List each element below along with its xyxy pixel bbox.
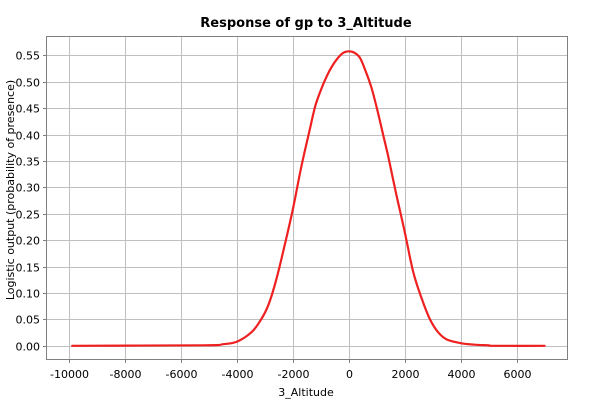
- x-tick-label: 0: [346, 368, 353, 381]
- x-tick-label: -10000: [50, 368, 89, 381]
- y-tick-label: 0.25: [16, 209, 41, 222]
- x-tick-label: -8000: [110, 368, 142, 381]
- y-tick-label: 0.35: [16, 156, 41, 169]
- x-axis-label: 3_Altitude: [278, 386, 334, 399]
- y-tick-label: 0.55: [16, 50, 41, 63]
- x-tick-label: 4000: [448, 368, 476, 381]
- series-layer: [71, 50, 546, 347]
- response-curve-line: [71, 50, 546, 347]
- x-tick-label: 2000: [392, 368, 420, 381]
- plot-area: [46, 36, 568, 360]
- grid-lines: [47, 37, 567, 359]
- y-tick-label: 0.20: [16, 235, 41, 248]
- axis-ticks: -10000 -8000 -6000 -4000 -2000 0 2000 4000 6000 0…: [16, 50, 532, 382]
- y-tick-label: 0.05: [16, 314, 41, 327]
- y-tick-label: 0.30: [16, 182, 41, 195]
- y-tick-label: 0.40: [16, 130, 41, 143]
- y-tick-label: 0.00: [16, 341, 41, 354]
- x-tick-label: 6000: [504, 368, 532, 381]
- x-tick-label: -2000: [278, 368, 310, 381]
- chart-title: Response of gp to 3_Altitude: [200, 16, 412, 31]
- y-axis-label: Logistic output (probability of presence…: [4, 80, 17, 300]
- y-tick-label: 0.10: [16, 288, 41, 301]
- y-tick-label: 0.50: [16, 77, 41, 90]
- y-tick-label: 0.45: [16, 103, 41, 116]
- x-tick-label: -6000: [166, 368, 198, 381]
- x-tick-label: -4000: [222, 368, 254, 381]
- y-tick-label: 0.15: [16, 262, 41, 275]
